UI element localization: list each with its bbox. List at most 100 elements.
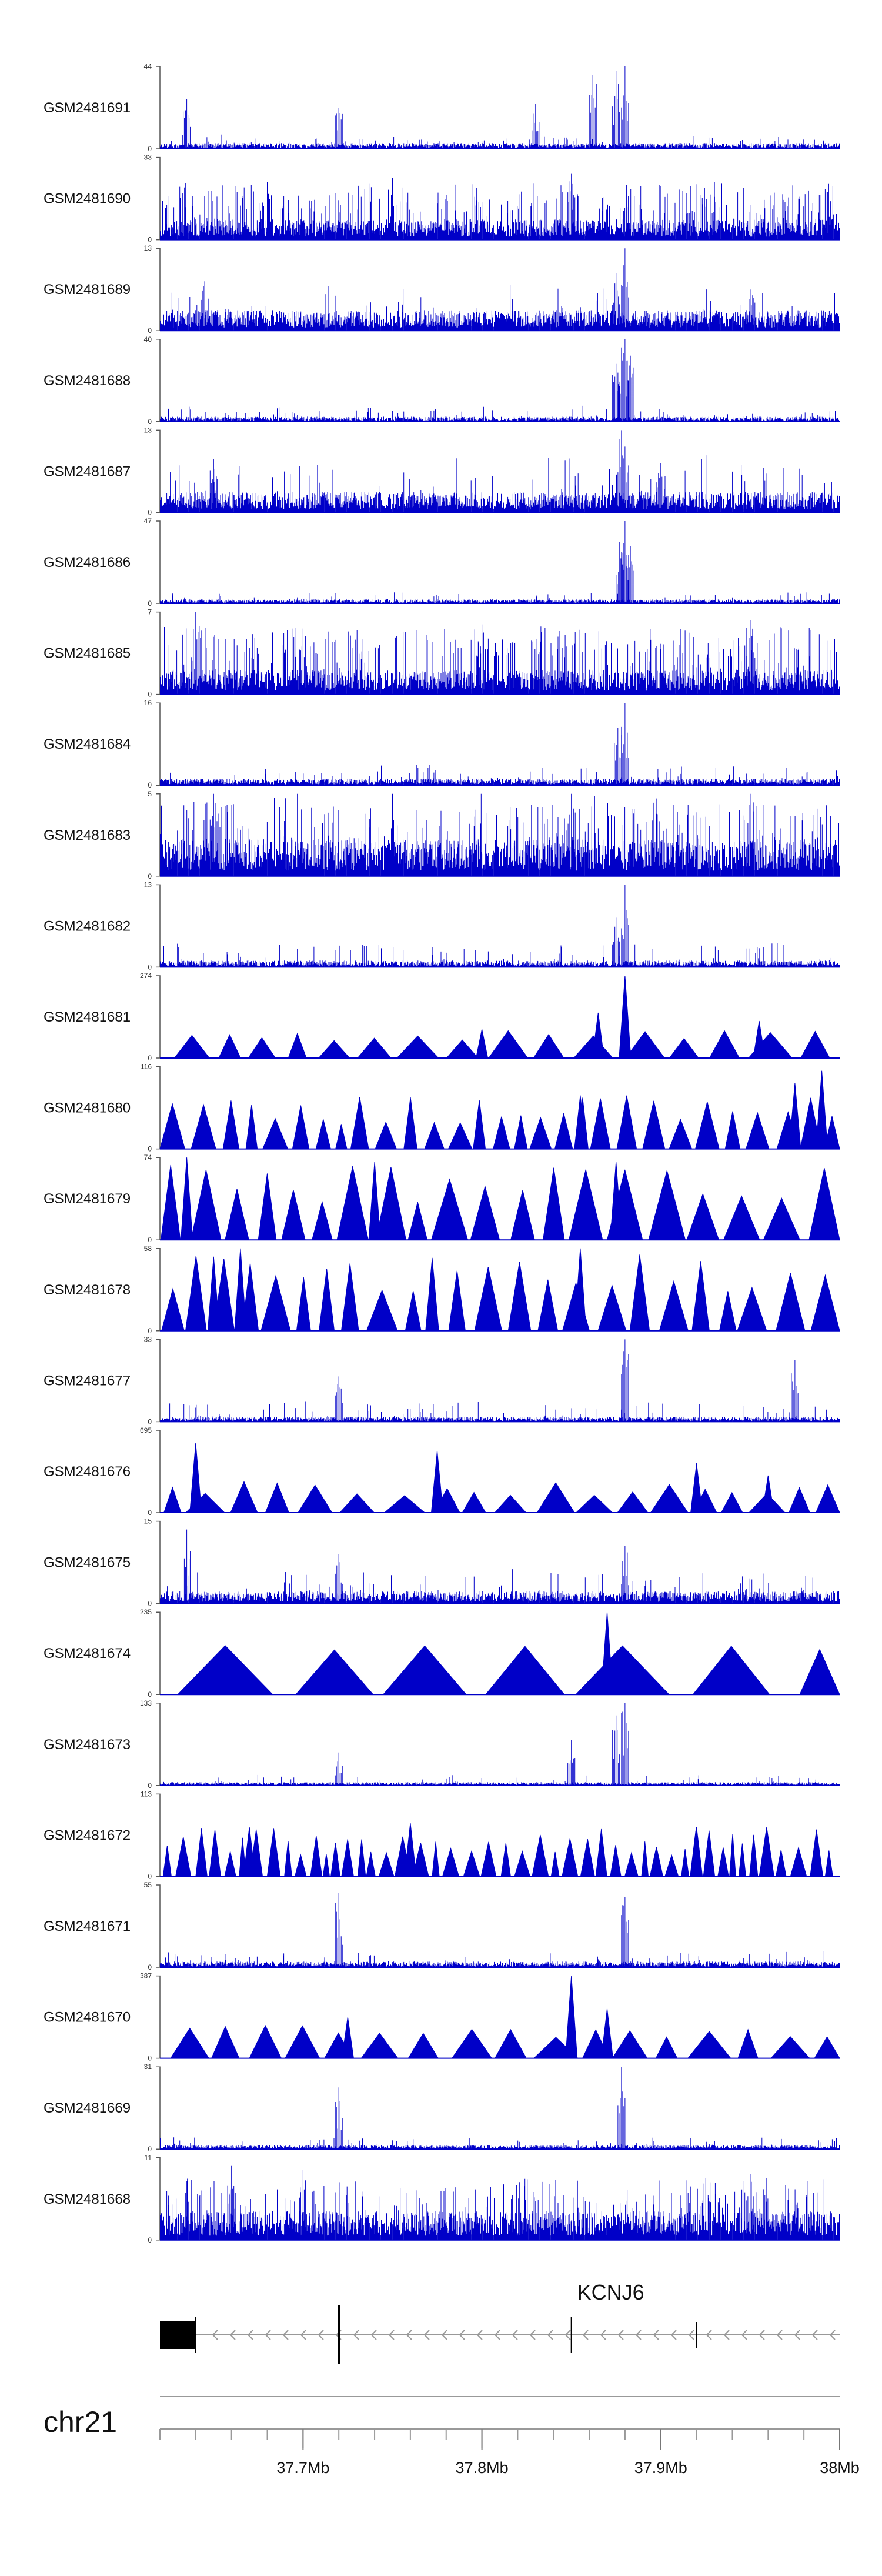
track-signal [159, 1070, 840, 1150]
track-GSM2481676: GSM2481676 695 0 [44, 1426, 840, 1517]
y-min-label: 0 [148, 2145, 152, 2153]
y-max-label: 133 [140, 1699, 152, 1707]
track-label: GSM2481670 [44, 2010, 131, 2026]
strand-arrow [741, 2330, 747, 2340]
strand-arrow [564, 2330, 571, 2340]
track-signal [160, 1703, 840, 1786]
strand-arrow [759, 2330, 765, 2340]
track-signal [160, 885, 840, 967]
y-max-label: 55 [144, 1881, 152, 1889]
chromosome-label: chr21 [44, 2405, 117, 2438]
tick-label: 37.7Mb [276, 2459, 329, 2477]
track-label: GSM2481677 [44, 1373, 131, 1389]
track-GSM2481682: GSM2481682 13 0 [44, 880, 840, 971]
strand-arrow [423, 2330, 430, 2340]
track-GSM2481681: GSM2481681 274 0 [44, 972, 840, 1062]
y-axis [156, 248, 161, 331]
track-signal [160, 1823, 840, 1877]
track-label: GSM2481669 [44, 2100, 131, 2116]
y-min-label: 0 [148, 326, 152, 335]
y-axis [156, 1157, 161, 1240]
y-min-label: 0 [148, 1872, 152, 1880]
track-GSM2481675: GSM2481675 15 0 [44, 1517, 840, 1608]
strand-arrow [459, 2330, 465, 2340]
track-signal [160, 173, 840, 240]
strand-arrow [353, 2330, 359, 2340]
y-axis [156, 793, 161, 877]
y-axis [156, 1066, 161, 1150]
track-GSM2481677: GSM2481677 33 0 [44, 1335, 840, 1426]
track-signal [160, 521, 840, 603]
track-label: GSM2481671 [44, 1918, 131, 1934]
track-signal [160, 1157, 840, 1240]
y-min-label: 0 [148, 1600, 152, 1608]
y-min-label: 0 [148, 1054, 152, 1062]
track-label: GSM2481673 [44, 1737, 131, 1753]
strand-arrow [635, 2330, 642, 2340]
strand-arrow [212, 2330, 218, 2340]
y-max-label: 74 [144, 1153, 152, 1162]
y-axis [156, 1703, 161, 1786]
strand-arrow [547, 2330, 553, 2340]
track-signal [160, 1248, 840, 1332]
y-max-label: 15 [144, 1517, 152, 1526]
track-signal [160, 1529, 840, 1604]
strand-arrow [512, 2330, 518, 2340]
strand-arrow [688, 2330, 694, 2340]
strand-arrow [670, 2330, 677, 2340]
track-GSM2481688: GSM2481688 40 0 [44, 335, 840, 426]
y-max-label: 58 [144, 1244, 152, 1253]
track-signal [160, 248, 840, 331]
track-signal [160, 339, 840, 422]
y-min-label: 0 [148, 781, 152, 789]
chromosome-axis: chr21 37.7Mb 37.8Mb 37.9Mb 38Mb [44, 2396, 860, 2477]
track-GSM2481689: GSM2481689 13 0 [44, 244, 840, 335]
track-GSM2481679: GSM2481679 74 0 [44, 1153, 840, 1244]
y-max-label: 7 [148, 608, 152, 616]
track-label: GSM2481685 [44, 646, 131, 662]
track-signal [160, 2165, 840, 2240]
track-label: GSM2481672 [44, 1827, 131, 1843]
strand-arrow [441, 2330, 447, 2340]
y-min-label: 0 [148, 236, 152, 244]
track-GSM2481678: GSM2481678 58 0 [44, 1244, 840, 1335]
y-min-label: 0 [148, 690, 152, 699]
track-signal [160, 2067, 840, 2150]
track-label: GSM2481679 [44, 1191, 131, 1207]
track-label: GSM2481687 [44, 463, 131, 479]
y-max-label: 13 [144, 426, 152, 434]
y-min-label: 0 [148, 1417, 152, 1426]
strand-arrow [723, 2330, 730, 2340]
y-min-label: 0 [148, 2054, 152, 2063]
track-label: GSM2481686 [44, 555, 131, 570]
strand-arrow [829, 2330, 836, 2340]
y-axis [156, 2157, 161, 2241]
y-max-label: 13 [144, 244, 152, 252]
track-GSM2481687: GSM2481687 13 0 [44, 426, 840, 516]
track-signal [160, 703, 840, 786]
tick-label: 37.9Mb [634, 2459, 687, 2477]
gene-label: KCNJ6 [577, 2280, 644, 2304]
gene-track: KCNJ6 [160, 2280, 840, 2364]
strand-arrow [318, 2330, 324, 2340]
track-signal [160, 430, 840, 513]
y-axis [156, 1611, 161, 1695]
y-min-label: 0 [148, 1781, 152, 1790]
track-label: GSM2481689 [44, 282, 131, 298]
strand-arrow [300, 2330, 306, 2340]
track-GSM2481672: GSM2481672 113 0 [44, 1790, 840, 1880]
y-min-label: 0 [148, 145, 152, 153]
track-signal [160, 66, 840, 149]
track-GSM2481690: GSM2481690 33 0 [44, 154, 840, 244]
strand-arrow [494, 2330, 500, 2340]
track-label: GSM2481668 [44, 2191, 131, 2207]
strand-arrow [265, 2330, 271, 2340]
y-max-label: 235 [140, 1608, 152, 1616]
y-min-label: 0 [148, 1327, 152, 1335]
track-GSM2481674: GSM2481674 235 0 [44, 1608, 840, 1699]
track-label: GSM2481675 [44, 1555, 131, 1571]
track-signal [160, 1612, 840, 1695]
y-axis [156, 520, 161, 604]
y-min-label: 0 [148, 2236, 152, 2244]
y-max-label: 116 [141, 1063, 152, 1071]
